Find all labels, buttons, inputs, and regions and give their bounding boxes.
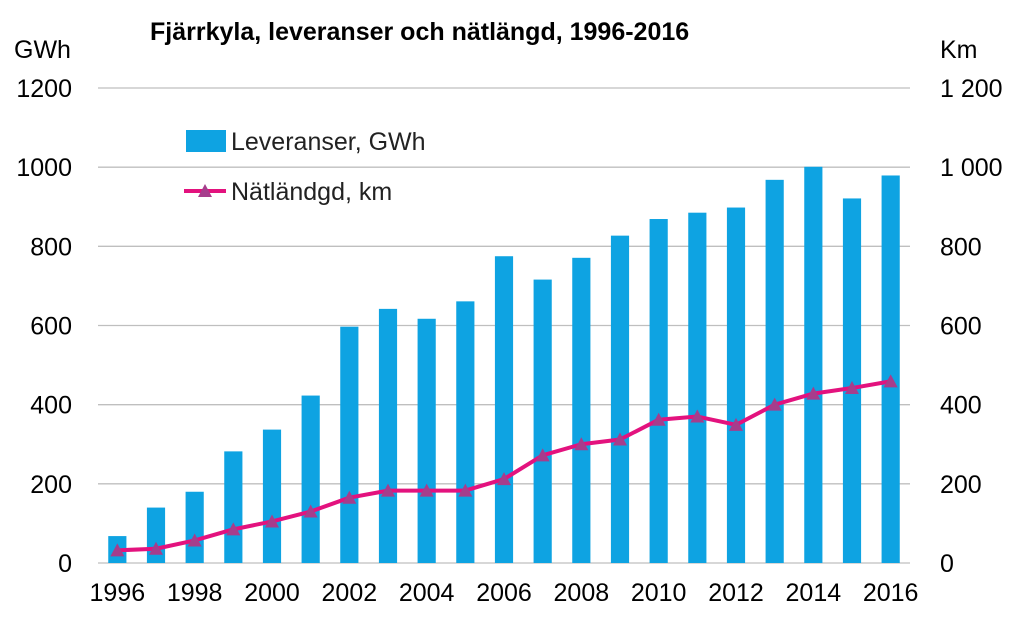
bar [688, 212, 707, 563]
x-tick-label: 2002 [322, 579, 378, 607]
line-marker [845, 381, 859, 395]
bars [108, 166, 900, 564]
bar [185, 491, 204, 563]
bar [572, 257, 591, 563]
x-tick-label: 1998 [167, 579, 223, 607]
bar [649, 219, 668, 564]
line-marker [729, 417, 743, 431]
bar [301, 395, 320, 563]
line-marker [806, 386, 821, 400]
x-tick-label: 2014 [786, 579, 842, 607]
line-marker [767, 397, 782, 411]
line-marker [574, 437, 589, 451]
left-tick-label: 0 [58, 550, 72, 578]
bar [417, 318, 436, 563]
right-axis-unit: Km [940, 36, 978, 64]
bar [533, 279, 552, 563]
left-tick-label: 1200 [16, 75, 72, 103]
left-tick-label: 400 [30, 392, 72, 420]
right-tick-label: 800 [940, 233, 982, 261]
x-tick-label: 2004 [399, 579, 455, 607]
axes: 0 0 200 200 400 400 600 600 800 800 1000 1 000 1200 1… [16, 75, 1002, 607]
legend-line-marker [198, 184, 212, 197]
x-tick-label: 2016 [863, 579, 919, 607]
left-tick-label: 600 [30, 313, 72, 341]
right-tick-label: 1 200 [940, 75, 1003, 103]
line-marker [342, 490, 357, 504]
line-marker [265, 514, 279, 528]
right-tick-label: 200 [940, 471, 982, 499]
left-tick-label: 200 [30, 471, 72, 499]
line-marker [883, 374, 898, 388]
left-tick-label: 1000 [16, 154, 72, 182]
right-tick-label: 1 000 [940, 154, 1003, 182]
x-tick-label: 2000 [244, 579, 300, 607]
bar [262, 429, 282, 563]
left-axis-unit: GWh [14, 36, 71, 64]
line-marker [149, 541, 163, 555]
x-tick-label: 2008 [554, 579, 610, 607]
bar [494, 256, 514, 563]
bar [456, 301, 475, 563]
x-tick-label: 2012 [708, 579, 764, 607]
line-series [110, 374, 898, 557]
bar [378, 308, 398, 563]
line-marker [110, 543, 125, 557]
bar [804, 166, 823, 564]
x-tick-label: 2006 [476, 579, 532, 607]
line-marker [535, 448, 550, 462]
line-marker [458, 483, 473, 497]
legend-bar-swatch [186, 130, 226, 152]
line-marker [303, 504, 318, 518]
bar [842, 198, 862, 563]
right-tick-label: 0 [940, 550, 954, 578]
line-marker [419, 483, 434, 497]
bar [340, 326, 359, 563]
legend-line-label: Nätländgd, km [231, 178, 392, 206]
line-marker [381, 483, 395, 497]
line-marker [187, 533, 202, 547]
right-tick-label: 600 [940, 313, 982, 341]
right-tick-label: 400 [940, 392, 982, 420]
bar [765, 179, 784, 564]
chart-title: Fjärrkyla, leveranser och nätlängd, 1996… [150, 18, 689, 46]
x-tick-label: 2010 [631, 579, 687, 607]
line-marker [497, 472, 511, 486]
line-marker [226, 522, 241, 536]
bar [610, 235, 630, 564]
line-marker [651, 412, 666, 426]
left-tick-label: 800 [30, 233, 72, 261]
legend: Leveranser, GWh Nätländgd, km [184, 128, 426, 206]
x-tick-label: 1996 [90, 579, 146, 607]
line-marker [690, 409, 705, 423]
bar [726, 207, 746, 563]
legend-bar-label: Leveranser, GWh [231, 128, 426, 156]
line-marker [613, 432, 627, 446]
bar [881, 175, 900, 563]
bar [224, 451, 243, 563]
